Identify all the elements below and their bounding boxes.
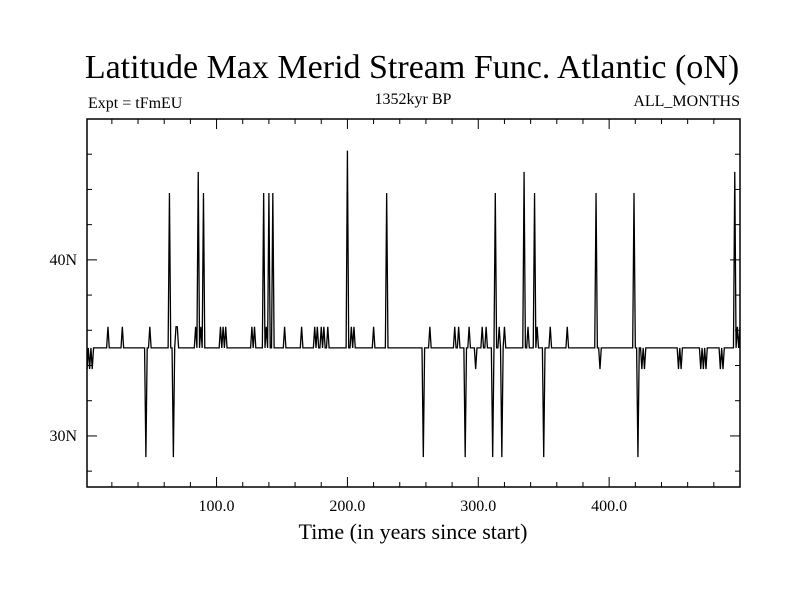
x-tick-label: 100.0: [199, 498, 235, 515]
x-tick-label: 400.0: [591, 498, 627, 515]
series-line: [86, 150, 741, 458]
plot-frame: [86, 118, 741, 488]
x-tick-label: 200.0: [329, 498, 365, 515]
experiment-label: Expt = tFmEU: [88, 95, 183, 112]
months-label: ALL_MONTHS: [633, 93, 740, 110]
x-axis-tick-labels: 100.0 200.0 300.0 400.0: [199, 498, 628, 515]
chart-title: Latitude Max Merid Stream Func. Atlantic…: [85, 49, 739, 86]
x-axis-ticks: [111, 119, 715, 487]
y-tick-label: 40N: [49, 252, 77, 269]
period-label: 1352kyr BP: [375, 91, 452, 108]
y-axis-tick-labels: 30N 40N: [49, 252, 77, 445]
y-tick-label: 30N: [49, 428, 77, 445]
x-axis-label: Time (in years since start): [299, 519, 528, 544]
x-tick-label: 300.0: [460, 498, 496, 515]
